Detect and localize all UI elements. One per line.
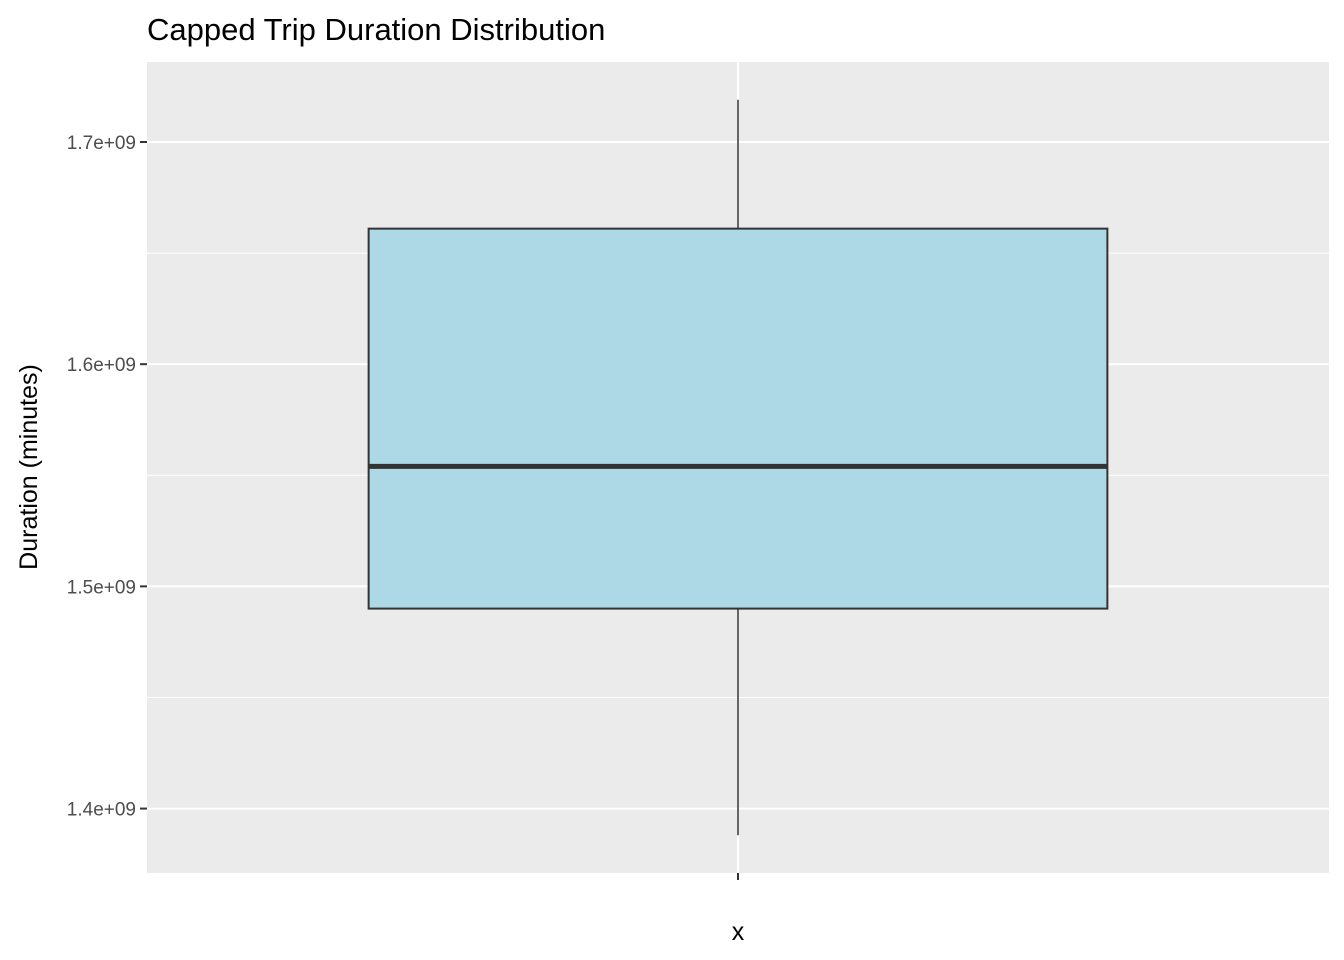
y-axis-title: Duration (minutes) [15, 364, 43, 570]
y-axis-ticks: 1.4e+09 1.5e+09 1.6e+09 1.7e+09 [67, 133, 147, 821]
box-iqr [367, 227, 1109, 610]
box-layer [367, 99, 1109, 836]
y-tick-label: 1.6e+09 [67, 355, 136, 376]
box-x [367, 99, 1109, 836]
chart-title: Capped Trip Duration Distribution [147, 12, 605, 47]
y-tick-label: 1.7e+09 [67, 133, 136, 154]
y-tick-label: 1.5e+09 [67, 577, 136, 598]
y-tick-label: 1.4e+09 [67, 800, 136, 821]
x-tick-label: x [732, 918, 745, 946]
x-axis-ticks: x [732, 873, 745, 946]
